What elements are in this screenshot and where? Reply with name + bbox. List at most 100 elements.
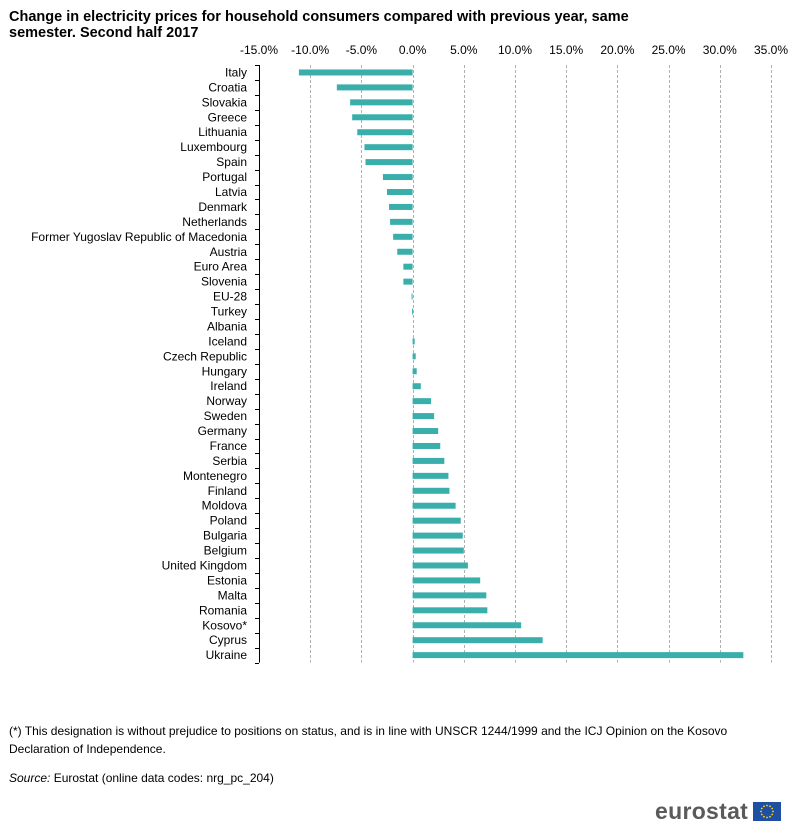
x-tick-label: 0.0%	[399, 43, 427, 57]
flag-star	[769, 804, 772, 807]
bar	[357, 129, 413, 136]
bar	[352, 114, 413, 121]
flag-star	[766, 804, 769, 806]
bar	[390, 218, 413, 225]
category-label: Greece	[208, 110, 248, 124]
flag-star	[772, 810, 775, 812]
flag-star	[761, 813, 763, 815]
flag-star	[771, 813, 774, 815]
category-label: Croatia	[208, 80, 247, 94]
bar	[412, 428, 439, 435]
bar	[364, 144, 413, 151]
bar	[412, 652, 744, 659]
eurostat-logo: eurostat	[655, 798, 782, 824]
bar	[412, 308, 414, 315]
bar	[412, 592, 487, 599]
category-label: EU-28	[213, 290, 247, 304]
bar	[412, 457, 445, 464]
x-tick-label: 15.0%	[549, 43, 583, 57]
bar	[382, 174, 413, 181]
x-tick-label: 35.0%	[754, 43, 788, 57]
bar	[412, 368, 417, 375]
category-label: Lithuania	[198, 125, 247, 139]
source-text: Eurostat (online data codes: nrg_pc_204)	[50, 771, 274, 785]
category-label: Spain	[216, 155, 247, 169]
bar	[412, 383, 421, 390]
category-label: Netherlands	[182, 215, 247, 229]
bar	[412, 622, 522, 629]
category-label: Sweden	[204, 409, 247, 423]
category-label: Slovenia	[201, 275, 247, 289]
category-label: Austria	[210, 245, 248, 259]
bar	[412, 637, 543, 644]
chart-title: Change in electricity prices for househo…	[9, 9, 629, 41]
category-label: Turkey	[211, 305, 247, 319]
category-label: Former Yugoslav Republic of Macedonia	[31, 230, 247, 244]
flag-star	[771, 807, 774, 809]
y-axis: ItalyCroatiaSlovakiaGreeceLithuaniaLuxem…	[31, 65, 260, 664]
flag-star	[763, 815, 766, 818]
source-label: Source:	[9, 771, 51, 785]
bar	[412, 547, 464, 554]
flag-star	[760, 810, 763, 812]
bar	[298, 69, 413, 76]
bar	[336, 84, 413, 91]
bar	[412, 442, 441, 449]
x-tick-label: 20.0%	[600, 43, 634, 57]
category-label: Romania	[199, 603, 247, 617]
category-label: Italy	[225, 65, 247, 79]
source-note: Source: Eurostat (online data codes: nrg…	[9, 771, 274, 785]
bar	[411, 293, 413, 300]
category-label: Iceland	[208, 334, 247, 348]
category-label: Belgium	[204, 544, 247, 558]
bar	[397, 248, 413, 255]
category-label: Germany	[198, 424, 247, 438]
bar	[387, 188, 413, 195]
category-label: Hungary	[202, 364, 247, 378]
category-label: Ireland	[210, 379, 247, 393]
bar	[412, 532, 463, 539]
category-label: Czech Republic	[163, 349, 247, 363]
bar	[412, 562, 468, 569]
bar	[403, 263, 413, 270]
x-tick-label: -15.0%	[240, 43, 278, 57]
x-tick-label: -5.0%	[346, 43, 378, 57]
bar	[412, 413, 435, 420]
category-label: Poland	[210, 514, 247, 528]
bar-chart: -15.0% -10.0% -5.0% 0.0% 5.0% 10.0% 15.0% 20.0%…	[31, 43, 788, 664]
bar	[412, 502, 456, 509]
category-label: Ukraine	[206, 648, 248, 662]
eu-flag-icon	[753, 801, 782, 821]
category-label: Latvia	[215, 185, 247, 199]
bar	[412, 338, 415, 345]
bar	[412, 577, 481, 584]
flag-star	[761, 807, 763, 809]
x-tick-label: 30.0%	[703, 43, 737, 57]
bar	[365, 159, 413, 166]
category-label: Moldova	[202, 499, 248, 513]
flag-star	[766, 816, 769, 818]
category-label: Bulgaria	[203, 529, 247, 543]
bar	[403, 278, 413, 285]
category-label: Euro Area	[194, 260, 248, 274]
category-label: Malta	[218, 588, 248, 602]
category-label: Denmark	[198, 200, 248, 214]
bar	[412, 607, 488, 614]
x-tick-label: -10.0%	[291, 43, 329, 57]
bar	[412, 472, 449, 479]
x-tick-label: 10.0%	[498, 43, 532, 57]
bars	[298, 69, 744, 659]
bar	[389, 203, 413, 210]
category-label: Serbia	[212, 454, 247, 468]
bar	[412, 353, 416, 360]
bar	[412, 517, 461, 524]
logo-wordmark: eurostat	[655, 798, 749, 824]
category-label: Slovakia	[202, 95, 248, 109]
category-label: France	[210, 439, 248, 453]
flag-star	[769, 815, 772, 818]
bar	[412, 398, 432, 405]
category-label: Cyprus	[209, 633, 247, 647]
x-tick-label: 25.0%	[652, 43, 686, 57]
bar	[393, 233, 413, 240]
category-label: Finland	[208, 484, 247, 498]
